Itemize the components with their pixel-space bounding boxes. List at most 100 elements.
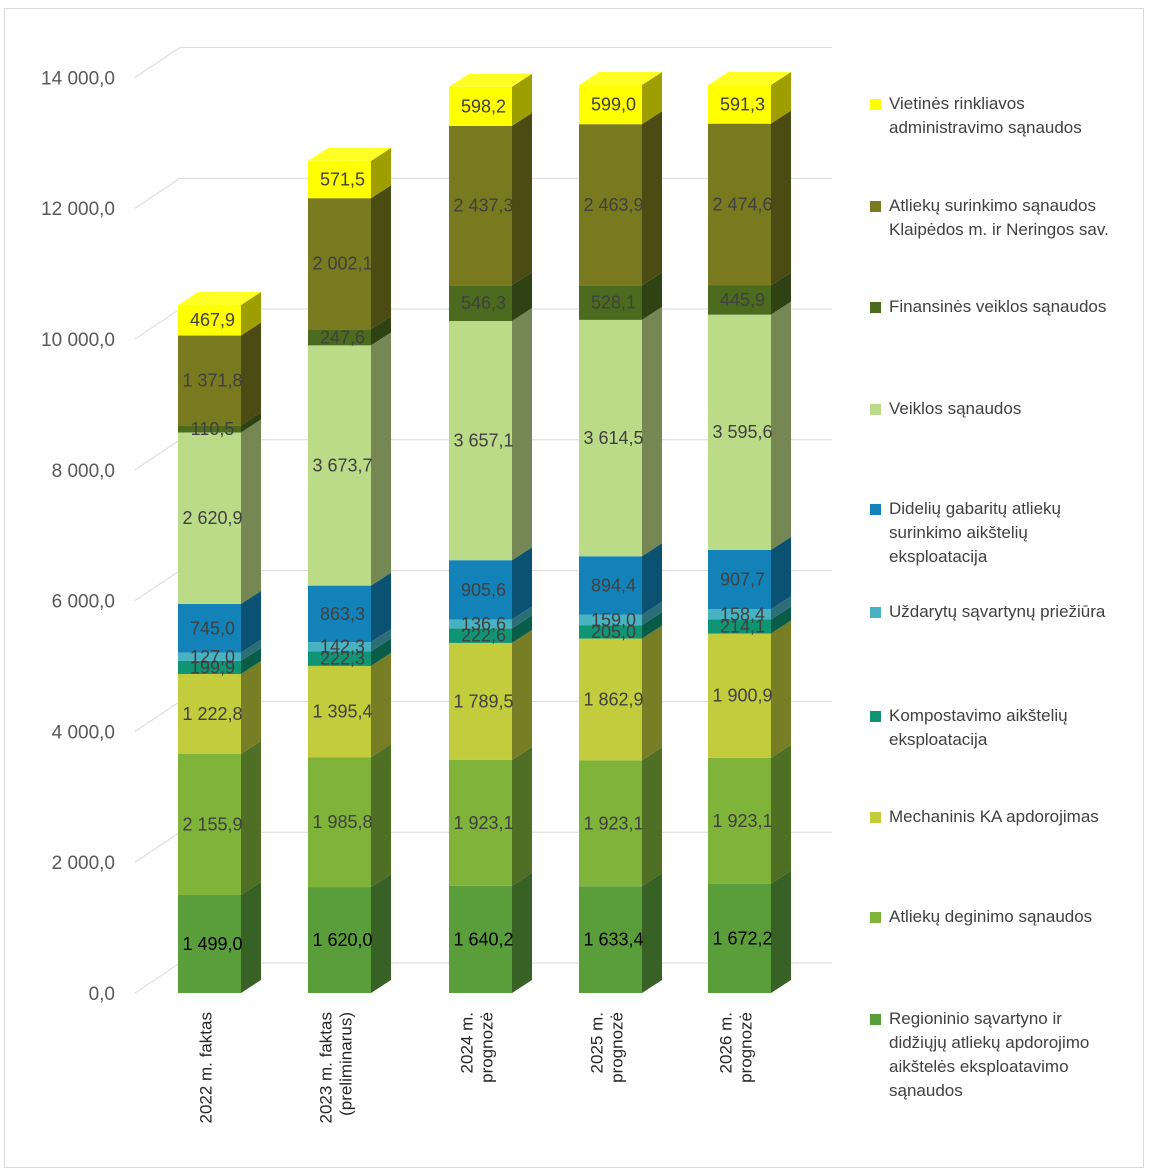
bar-segment	[708, 314, 771, 550]
data-label: 205,0	[591, 622, 636, 642]
legend-label: Didelių gabaritų atliekų	[889, 499, 1061, 518]
x-tick-label-line: 2026 m.	[717, 1012, 736, 1073]
bar-segment	[178, 753, 241, 895]
data-label: 214,1	[720, 617, 765, 637]
bar-side	[371, 572, 391, 643]
bar-side	[512, 308, 532, 561]
bar-top	[449, 73, 532, 87]
bar-segment	[708, 84, 771, 124]
y-tick-label: 14 000,0	[41, 68, 115, 89]
bar-side	[771, 620, 791, 758]
bar-segment	[579, 760, 642, 887]
bar-segment	[449, 628, 512, 643]
gridline-side	[134, 177, 181, 209]
bar-segment	[308, 887, 371, 993]
bar-side	[371, 185, 391, 330]
bar-side	[241, 740, 261, 895]
bar-segment	[178, 673, 241, 754]
bar-side	[241, 322, 261, 426]
legend-label: Mechaninis KA apdorojimas	[889, 807, 1099, 826]
bar-segment	[579, 285, 642, 320]
x-tick-label-line: prognozė	[608, 1012, 627, 1083]
bar-segment	[449, 285, 512, 322]
bar-segment	[579, 556, 642, 615]
bar-side	[642, 625, 662, 761]
legend-swatch	[870, 99, 881, 110]
bar-segment	[708, 285, 771, 315]
bar-side	[512, 547, 532, 620]
bar-segment	[308, 345, 371, 586]
bar-segment	[308, 329, 371, 346]
legend-swatch	[870, 504, 881, 515]
legend-label: administravimo sąnaudos	[889, 118, 1082, 137]
bar-segment	[449, 759, 512, 886]
data-label: 1 620,0	[312, 930, 372, 950]
data-label: 3 673,7	[312, 455, 372, 475]
bar-side	[642, 612, 662, 639]
legend-label: eksploatacija	[889, 547, 988, 566]
data-label: 2 155,9	[182, 814, 242, 834]
legend-label: didžiųjų atliekų apdorojimo	[889, 1033, 1089, 1052]
bar-side	[371, 744, 391, 888]
bar-side	[642, 601, 662, 626]
bar-side	[642, 306, 662, 557]
data-label: 2 620,9	[182, 508, 242, 528]
gridline-side	[134, 962, 181, 994]
bar-segment	[708, 619, 771, 634]
bar-top	[708, 71, 791, 85]
bar-side	[771, 71, 791, 124]
bar-segment	[579, 124, 642, 286]
data-label: 907,7	[720, 570, 765, 590]
data-label: 1 222,8	[182, 704, 242, 724]
bar-side	[771, 596, 791, 620]
legend-label: Kompostavimo aikštelių	[889, 706, 1068, 725]
bar-side	[241, 419, 261, 604]
bar-segment	[579, 319, 642, 557]
data-label: 1 371,8	[182, 370, 242, 390]
bar-segment	[308, 198, 371, 330]
bar-segment	[178, 603, 241, 653]
data-label: 1 923,1	[583, 813, 643, 833]
bar-side	[771, 744, 791, 884]
bar-top	[308, 147, 391, 161]
bar-segment	[449, 885, 512, 993]
bar-side	[512, 112, 532, 286]
bar-side	[512, 746, 532, 886]
gridline-side	[134, 831, 181, 863]
legend-label: Uždarytų sąvartynų priežiūra	[889, 602, 1106, 621]
legend-swatch	[870, 812, 881, 823]
x-tick-label-line: 2023 m. faktas	[317, 1012, 336, 1124]
bar-side	[642, 543, 662, 615]
data-label: 745,0	[190, 618, 235, 638]
bar-side	[371, 316, 391, 346]
bar-side	[371, 652, 391, 758]
data-label: 127,0	[190, 647, 235, 667]
bar-side	[642, 111, 662, 286]
bar-side	[241, 291, 261, 336]
legend-label: Klaipėdos m. ir Neringos sav.	[889, 220, 1109, 239]
bar-segment	[579, 85, 642, 125]
bar-side	[512, 606, 532, 629]
bar-segment	[178, 304, 241, 336]
legend-swatch	[870, 711, 881, 722]
data-label: 1 395,4	[312, 702, 372, 722]
legend-swatch	[870, 404, 881, 415]
data-label: 2 474,6	[712, 195, 772, 215]
x-tick-label-line: prognozė	[737, 1012, 756, 1083]
bar-segment	[308, 665, 371, 758]
bar-top	[178, 291, 261, 305]
data-label: 3 614,5	[583, 428, 643, 448]
x-tick-label-line: 2025 m.	[588, 1012, 607, 1073]
legend-swatch	[870, 1014, 881, 1025]
data-label: 199,9	[190, 657, 235, 677]
x-tick-label: 2022 m. faktas	[197, 1012, 216, 1124]
y-tick-label: 4 000,0	[52, 722, 115, 743]
bar-segment	[449, 86, 512, 126]
data-label: 159,0	[591, 610, 636, 630]
bar-side	[512, 629, 532, 760]
bar-segment	[708, 757, 771, 884]
gridline-side	[134, 570, 181, 602]
bar-segment	[178, 335, 241, 426]
bar-segment	[708, 609, 771, 620]
